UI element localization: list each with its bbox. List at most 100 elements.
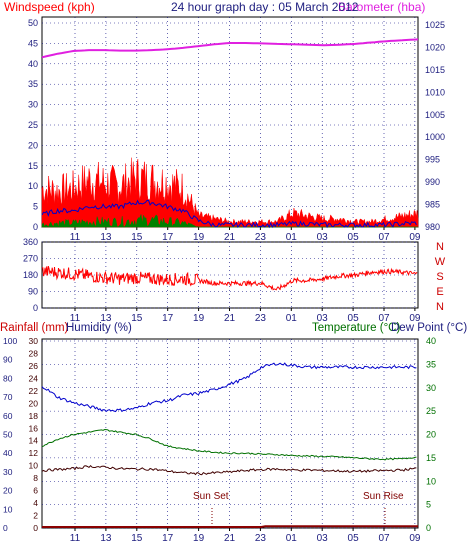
direction-xtick-label: 01 xyxy=(286,313,298,324)
temperature-tick-label: 40 xyxy=(426,336,436,346)
temperature-xtick-label: 21 xyxy=(224,533,236,544)
windspeed-tick-label: 25 xyxy=(28,120,38,130)
windspeed-tick-label: 45 xyxy=(28,38,38,48)
wind-xtick-label: 11 xyxy=(70,232,81,243)
rainfall-tick-label: 6 xyxy=(33,486,38,496)
wind-xtick-label: 09 xyxy=(409,232,421,243)
humidity-tick-label: 0 xyxy=(3,523,8,533)
rainfall-tick-label: 22 xyxy=(29,386,39,396)
direction-xtick-label: 07 xyxy=(378,313,390,324)
temperature-xtick-label: 05 xyxy=(348,533,360,544)
direction-tick-label: 360 xyxy=(23,237,38,247)
barometer-tick-label: 990 xyxy=(425,177,440,187)
direction-xtick-label: 23 xyxy=(255,313,267,324)
barometer-tick-label: 1005 xyxy=(425,110,445,120)
rainfall-tick-label: 26 xyxy=(29,361,39,371)
direction-xtick-label: 11 xyxy=(70,313,81,324)
wind-xtick-label: 13 xyxy=(100,232,112,243)
rainfall-tick-label: 10 xyxy=(29,461,39,471)
direction-xtick-label: 13 xyxy=(100,313,112,324)
dewpoint-axis-label: Dew Point (°C) xyxy=(391,322,467,334)
wind-xtick-label: 01 xyxy=(286,232,298,243)
windspeed-tick-label: 50 xyxy=(28,18,38,28)
temperature-xtick-label: 23 xyxy=(255,533,267,544)
humidity-tick-label: 40 xyxy=(3,448,13,458)
compass-letter-label: N xyxy=(436,301,444,313)
wind-xtick-label: 05 xyxy=(348,232,360,243)
temperature-axis-label: Temperature (°C) xyxy=(312,322,400,334)
direction-xtick-label: 05 xyxy=(348,313,360,324)
wind-xtick-label: 23 xyxy=(255,232,267,243)
temperature-tick-label: 20 xyxy=(426,430,436,440)
wind-gust-area xyxy=(41,157,419,228)
rainfall-tick-label: 20 xyxy=(29,398,39,408)
windspeed-tick-label: 15 xyxy=(28,161,38,171)
wind-barometer-chart: 0510152025303540455098098599099510001005… xyxy=(28,16,445,243)
sunrise-annotation: Sun Rise xyxy=(363,491,404,502)
wind-xtick-label: 19 xyxy=(193,232,205,243)
barometer-tick-label: 1025 xyxy=(425,20,445,30)
humidity-tick-label: 20 xyxy=(3,486,13,496)
temperature-xtick-label: 17 xyxy=(162,533,174,544)
windspeed-tick-label: 5 xyxy=(33,202,38,212)
wind-xtick-label: 21 xyxy=(224,232,236,243)
rainfall-tick-label: 16 xyxy=(29,423,39,433)
temperature-tick-label: 30 xyxy=(426,383,436,393)
temperature-tick-label: 5 xyxy=(426,500,431,510)
barometer-tick-label: 1020 xyxy=(425,42,445,52)
temperature-tick-label: 10 xyxy=(426,476,436,486)
direction-tick-label: 270 xyxy=(23,254,38,264)
windspeed-axis-label: Windspeed (kph) xyxy=(4,0,95,14)
barometer-line xyxy=(41,38,419,59)
windspeed-tick-label: 10 xyxy=(28,181,38,191)
temperature-xtick-label: 09 xyxy=(409,533,421,544)
temperature-tick-label: 25 xyxy=(426,406,436,416)
direction-xtick-label: 21 xyxy=(224,313,236,324)
temperature-xtick-label: 03 xyxy=(317,533,329,544)
direction-tick-label: 180 xyxy=(23,270,38,280)
humidity-tick-label: 90 xyxy=(3,355,13,365)
temperature-frame xyxy=(41,338,419,529)
rainfall-tick-label: 0 xyxy=(33,523,38,533)
rainfall-tick-label: 14 xyxy=(29,436,39,446)
humidity-tick-label: 50 xyxy=(3,430,13,440)
rainfall-tick-label: 28 xyxy=(29,348,39,358)
temperature-xtick-label: 19 xyxy=(193,533,205,544)
barometer-tick-label: 985 xyxy=(425,200,440,210)
direction-xtick-label: 09 xyxy=(409,313,421,324)
humidity-tick-label: 60 xyxy=(3,411,13,421)
windspeed-tick-label: 0 xyxy=(33,222,38,232)
rainfall-line xyxy=(42,525,418,528)
direction-xtick-label: 17 xyxy=(162,313,174,324)
wind-xtick-label: 03 xyxy=(317,232,329,243)
temperature-xtick-label: 13 xyxy=(100,533,112,544)
barometer-tick-label: 1015 xyxy=(425,65,445,75)
rainfall-tick-label: 18 xyxy=(29,411,39,421)
compass-letter-label: W xyxy=(435,256,446,268)
humidity-tick-label: 30 xyxy=(3,467,13,477)
dewpoint-line xyxy=(41,464,417,476)
wind-lull-area xyxy=(41,214,418,228)
barometer-tick-label: 1010 xyxy=(425,87,445,97)
wind-average-line xyxy=(41,199,417,229)
humidity-tick-label: 100 xyxy=(3,336,17,346)
temperature-tick-label: 35 xyxy=(426,359,436,369)
rainfall-tick-label: 24 xyxy=(29,373,39,383)
barometer-tick-label: 1000 xyxy=(425,132,445,142)
sunset-annotation: Sun Set xyxy=(193,491,229,502)
temperature-xtick-label: 11 xyxy=(70,533,81,544)
wind-xtick-label: 15 xyxy=(131,232,143,243)
windspeed-tick-label: 20 xyxy=(28,140,38,150)
humidity-tick-label: 70 xyxy=(3,392,13,402)
direction-xtick-label: 15 xyxy=(131,313,143,324)
direction-xtick-label: 19 xyxy=(193,313,205,324)
rainfall-tick-label: 30 xyxy=(29,336,39,346)
windspeed-tick-label: 30 xyxy=(28,100,38,110)
humidity-axis-label: Humidity (%) xyxy=(66,322,132,334)
direction-xtick-label: 03 xyxy=(317,313,329,324)
wind-xtick-label: 17 xyxy=(162,232,174,243)
temperature-tick-label: 0 xyxy=(426,523,431,533)
